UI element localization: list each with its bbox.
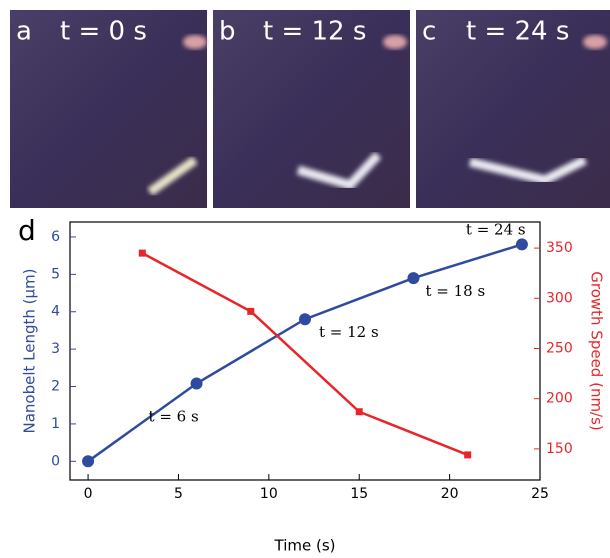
y-tick-label: 2 (51, 379, 60, 395)
x-tick-label: 15 (350, 486, 368, 502)
point-label: t = 18 s (425, 282, 485, 300)
panel-letter: d (18, 214, 36, 247)
y2-axis-label: Growth Speed (nm/s) (588, 271, 606, 431)
marker (138, 249, 146, 257)
y-tick-label: 5 (51, 266, 60, 282)
x-axis-label: Time (s) (274, 537, 336, 555)
marker (299, 313, 311, 326)
x-tick-label: 25 (531, 486, 549, 502)
panel-time: t = 24 s (466, 17, 569, 47)
plot-frame (69, 221, 541, 481)
point-label: t = 6 s (149, 408, 199, 426)
x-tick-label: 5 (174, 486, 183, 502)
y-tick-label: 0 (51, 453, 60, 469)
panel-labels: a t = 0 s b t = 12 s c t = 24 s (16, 17, 569, 47)
panel-time: t = 12 s (263, 17, 366, 47)
panel-time: t = 0 s (60, 17, 147, 47)
marker (515, 238, 528, 251)
y2-tick-label: 250 (546, 340, 573, 356)
panel-letter: c (422, 17, 436, 47)
marker (407, 272, 420, 285)
marker (190, 377, 203, 390)
y-tick-label: 4 (51, 304, 60, 320)
y-tick-label: 1 (51, 416, 60, 432)
x-tick-label: 20 (441, 486, 459, 502)
marker (355, 408, 363, 416)
image-b (213, 10, 410, 208)
y2-tick-label: 200 (546, 391, 573, 407)
series-line (87, 243, 523, 463)
y2-tick-label: 150 (546, 441, 573, 457)
series-line (141, 252, 469, 457)
x-tick-label: 0 (84, 486, 93, 502)
image-a (10, 10, 207, 208)
panel-letter: b (219, 17, 236, 47)
marker (464, 451, 472, 459)
x-tick-label: 10 (260, 486, 278, 502)
panel-letter: a (16, 17, 32, 47)
y-axis-label: Nanobelt Length (μm) (21, 268, 39, 433)
y-tick-label: 6 (51, 229, 60, 245)
point-label: t = 24 s (466, 220, 526, 238)
y2-tick-label: 300 (546, 290, 573, 306)
image-c (416, 10, 610, 208)
y-tick-label: 3 (51, 341, 60, 357)
point-label: t = 12 s (319, 323, 379, 341)
y2-tick-label: 350 (546, 240, 573, 256)
marker (247, 307, 255, 315)
marker (82, 455, 95, 468)
